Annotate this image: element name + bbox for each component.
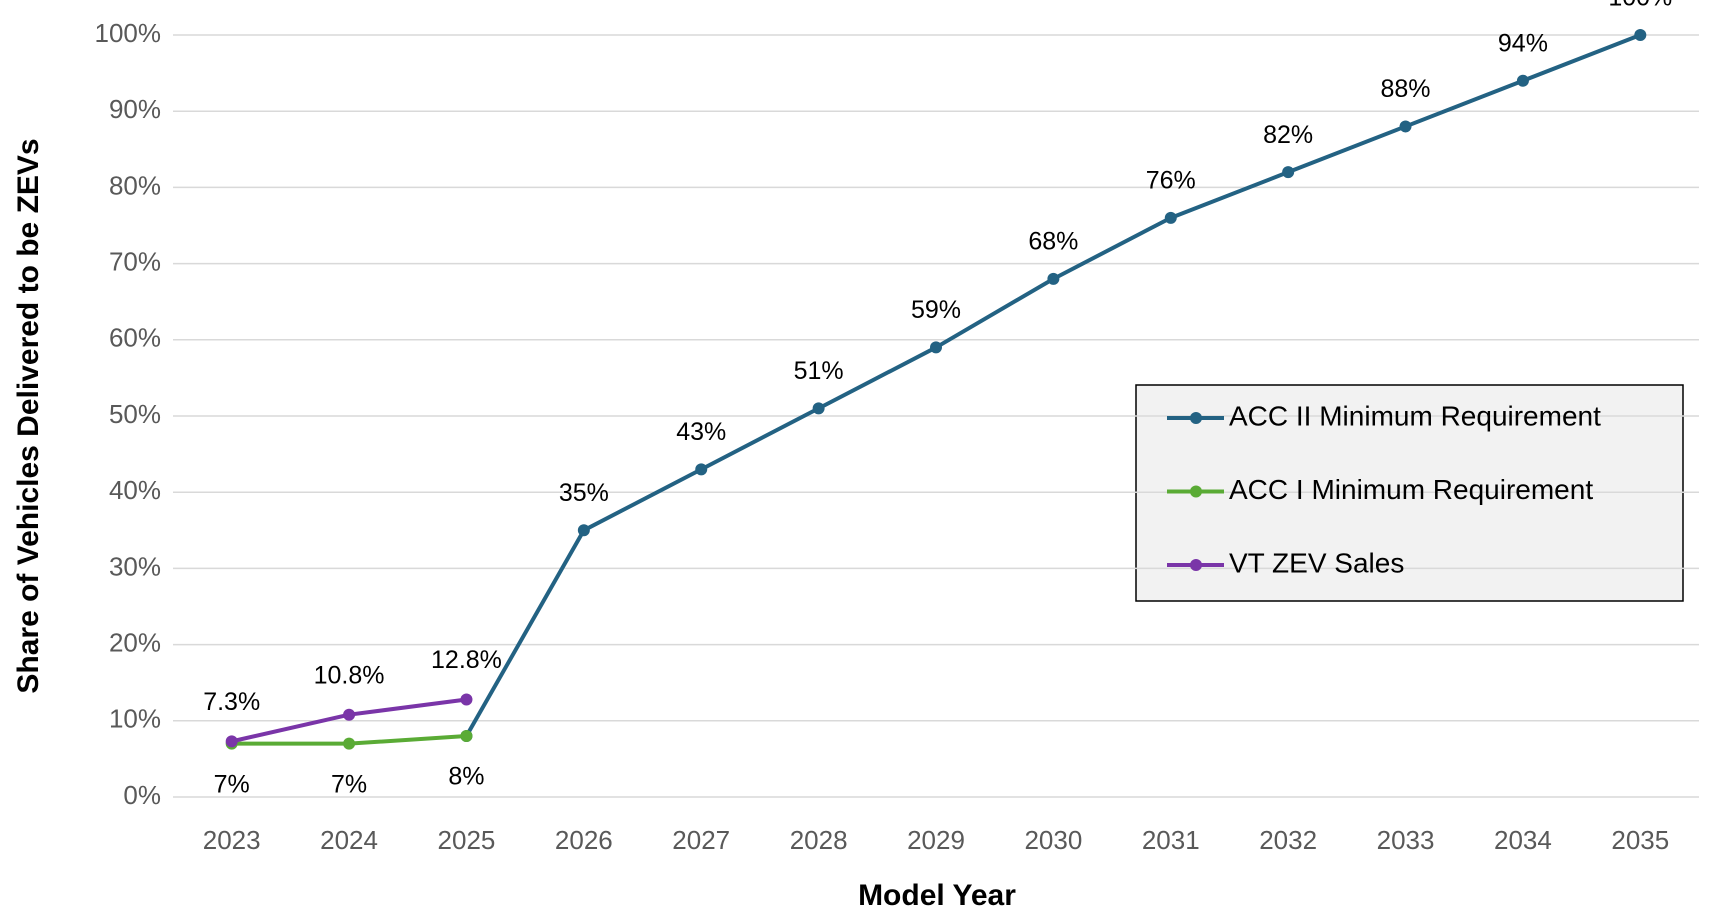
y-tick-label: 10% [109, 704, 161, 734]
y-tick-label: 60% [109, 323, 161, 353]
data-point [930, 341, 942, 354]
data-label: 7% [214, 770, 250, 798]
y-tick-label: 50% [109, 399, 161, 429]
x-axis-label: Model Year [858, 879, 1016, 912]
data-point [695, 463, 708, 476]
data-label: 7% [331, 770, 367, 798]
legend-label: VT ZEV Sales [1229, 547, 1404, 578]
data-label: 7.3% [203, 688, 260, 716]
y-tick-label: 90% [109, 94, 161, 124]
y-axis-label: Share of Vehicles Delivered to be ZEVs [12, 138, 45, 693]
x-tick-label: 2029 [907, 825, 965, 855]
x-tick-label: 2025 [438, 825, 496, 855]
data-label: 94% [1498, 29, 1548, 57]
data-label: 100% [1608, 0, 1672, 12]
y-tick-label: 100% [95, 18, 162, 48]
data-point [812, 402, 825, 415]
data-label: 12.8% [431, 646, 502, 674]
y-tick-label: 0% [123, 780, 161, 810]
data-point [1516, 74, 1529, 87]
x-tick-label: 2027 [672, 825, 730, 855]
data-point [225, 735, 238, 748]
y-tick-label: 80% [109, 170, 161, 200]
x-tick-label: 2034 [1494, 825, 1552, 855]
x-tick-label: 2032 [1259, 825, 1317, 855]
data-point [1164, 211, 1177, 224]
data-label: 8% [448, 763, 484, 791]
data-point [1634, 29, 1647, 41]
legend-marker [1190, 485, 1202, 498]
y-tick-label: 20% [109, 627, 161, 657]
data-point [577, 524, 590, 537]
data-point [1047, 272, 1060, 285]
data-point [343, 737, 356, 750]
x-tick-label: 2024 [320, 825, 378, 855]
x-tick-label: 2023 [203, 825, 261, 855]
data-label: 82% [1263, 121, 1313, 149]
data-point [1282, 166, 1295, 179]
data-label: 59% [911, 296, 961, 324]
legend-marker [1190, 412, 1202, 424]
y-tick-label: 40% [109, 475, 161, 505]
data-label: 43% [676, 418, 726, 446]
data-label: 35% [559, 479, 609, 507]
data-point [1399, 120, 1412, 133]
data-label: 76% [1146, 166, 1196, 194]
data-label: 51% [794, 357, 844, 385]
x-tick-label: 2026 [555, 825, 613, 855]
data-point [460, 730, 473, 743]
legend-box [1135, 384, 1684, 602]
y-tick-label: 30% [109, 551, 161, 581]
data-label: 68% [1028, 227, 1078, 255]
data-point [460, 693, 473, 706]
legend-label: ACC I Minimum Requirement [1229, 474, 1593, 505]
data-point [343, 708, 356, 721]
data-label: 10.8% [314, 661, 385, 689]
x-tick-label: 2030 [1024, 825, 1082, 855]
y-tick-label: 70% [109, 246, 161, 276]
x-tick-label: 2028 [790, 825, 848, 855]
x-tick-label: 2035 [1611, 825, 1669, 855]
x-tick-label: 2033 [1377, 825, 1435, 855]
legend-label: ACC II Minimum Requirement [1229, 400, 1601, 431]
legend-marker [1190, 559, 1202, 571]
data-label: 88% [1381, 75, 1431, 103]
x-tick-label: 2031 [1142, 825, 1200, 855]
